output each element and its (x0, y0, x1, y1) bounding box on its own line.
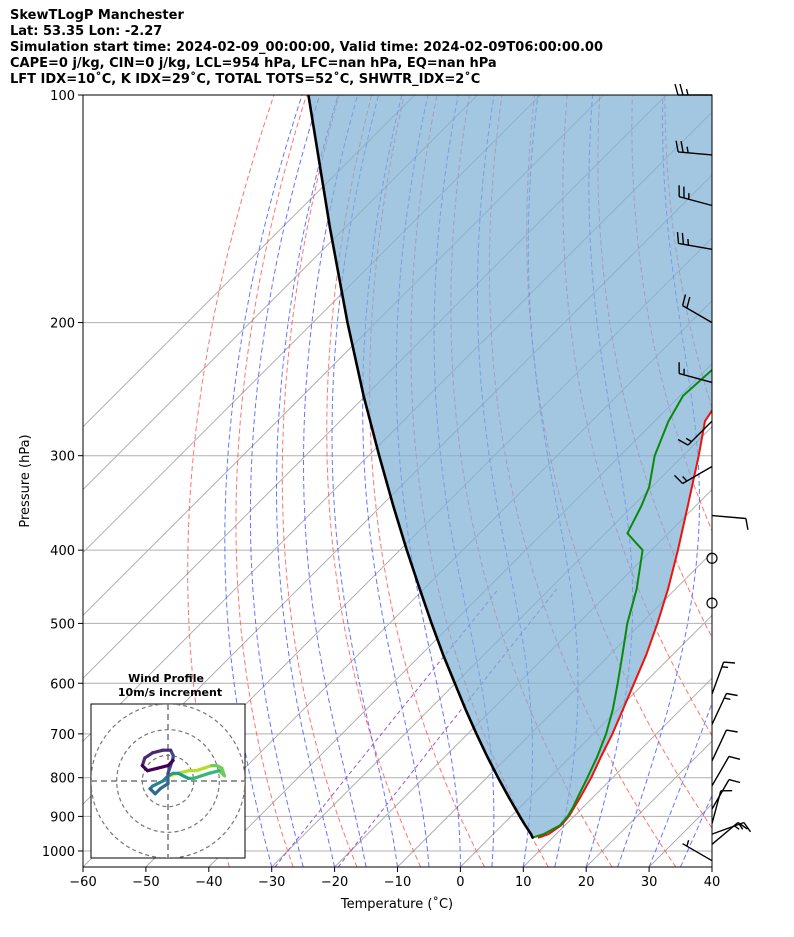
x-tick-label: −40 (195, 875, 222, 890)
wind-barb (711, 778, 741, 810)
y-tick-label: 100 (50, 89, 75, 104)
inset-subtitle: 10m/s increment (118, 686, 222, 699)
sounding-traces (307, 95, 712, 839)
isotherm-40 (711, 866, 712, 867)
wind-barb (681, 294, 713, 324)
wind-barb (711, 692, 738, 725)
dry-adiabat (369, 95, 485, 867)
wind-barb (711, 790, 733, 824)
location-line: Lat: 53.35 Lon: -2.27 (10, 24, 163, 39)
wind-barb-calm (706, 597, 718, 609)
wind-barb (711, 755, 741, 787)
wind-barbs (674, 83, 752, 862)
dry-adiabat (235, 95, 307, 867)
moist-adiabat (648, 701, 712, 867)
hodograph-segment (151, 748, 165, 755)
y-tick-label: 200 (50, 317, 75, 332)
wind-profile-inset: Wind Profile 10m/s increment (90, 672, 246, 859)
dry-adiabat (281, 95, 358, 867)
hodograph-segment (166, 758, 175, 768)
x-tick-label: 0 (456, 875, 464, 890)
inset-title: Wind Profile (128, 672, 204, 685)
wind-barb (675, 140, 713, 156)
x-axis-title: Temperature (˚C) (340, 896, 453, 912)
dry-adiabat (326, 95, 422, 867)
x-tick-label: −30 (258, 875, 285, 890)
moist-adiabat (331, 95, 398, 867)
wind-barb (678, 362, 713, 384)
hodograph-segment (156, 763, 170, 770)
temperature-trace (537, 408, 712, 839)
hodograph-segment (145, 766, 160, 773)
isotherm--130 (83, 95, 416, 428)
cin-cape-shading (308, 95, 712, 838)
wind-barb (711, 661, 736, 695)
moist-adiabat (362, 95, 430, 867)
y-tick-label: 300 (50, 450, 75, 465)
hodograph-segment (207, 769, 221, 775)
y-axis-title: Pressure (hPa) (18, 434, 33, 527)
dewpoint-trace (531, 368, 712, 839)
x-tick-label: −20 (321, 875, 348, 890)
inset-rings (91, 704, 245, 858)
chart-header: SkewTLogP Manchester Lat: 53.35 Lon: -2.… (10, 8, 603, 88)
y-tick-label: 700 (50, 728, 75, 743)
wind-barb (674, 465, 713, 485)
isotherm--20 (334, 488, 712, 867)
axes: −60 −50 −40 −30 −20 −10 0 10 20 30 40 100 200 300 400 5… (42, 89, 720, 890)
y-tick-label: 400 (50, 544, 75, 559)
moist-adiabat (224, 95, 303, 867)
y-tick-label: 900 (50, 810, 75, 825)
x-tick-label: −10 (384, 875, 411, 890)
moist-adiabat (303, 95, 367, 867)
wind-barb (711, 729, 738, 762)
wind-barb-calm (706, 552, 718, 564)
wind-barb (674, 83, 712, 96)
wind-barb (677, 420, 713, 446)
indices-line-1: CAPE=0 j/kg, CIN=0 j/kg, LCL=954 hPa, LF… (10, 56, 497, 71)
wind-barb (711, 821, 748, 845)
y-tick-label: 1000 (42, 845, 75, 860)
x-tick-label: 40 (704, 875, 721, 890)
x-tick-label: −60 (69, 875, 96, 890)
indices-line-2: LFT IDX=10˚C, K IDX=29˚C, TOTAL TOTS=52˚… (10, 72, 481, 87)
x-tick-label: 30 (641, 875, 658, 890)
wind-barb (711, 821, 752, 835)
y-tick-label: 800 (50, 772, 75, 787)
mixing-ratio-line (274, 588, 500, 867)
x-tick-label: 10 (515, 875, 532, 890)
wind-barb (711, 514, 749, 530)
wind-barb (682, 840, 713, 862)
parcel-trace (307, 95, 534, 839)
moist-adiabat (276, 95, 339, 867)
y-tick-label: 500 (50, 617, 75, 632)
wind-barb (676, 232, 713, 250)
x-tick-label: 20 (578, 875, 595, 890)
hodograph-trace (140, 748, 227, 796)
isotherm-10 (522, 677, 712, 867)
moist-adiabat (617, 95, 701, 867)
x-tick-label: −50 (132, 875, 159, 890)
moist-adiabat (249, 95, 321, 867)
chart-title: SkewTLogP Manchester (10, 8, 184, 23)
dry-adiabat (187, 95, 275, 867)
moist-adiabat (680, 794, 712, 867)
time-line: Simulation start time: 2024-02-09_00:00:… (10, 40, 603, 55)
wind-barb (678, 185, 713, 207)
y-tick-label: 600 (50, 677, 75, 692)
